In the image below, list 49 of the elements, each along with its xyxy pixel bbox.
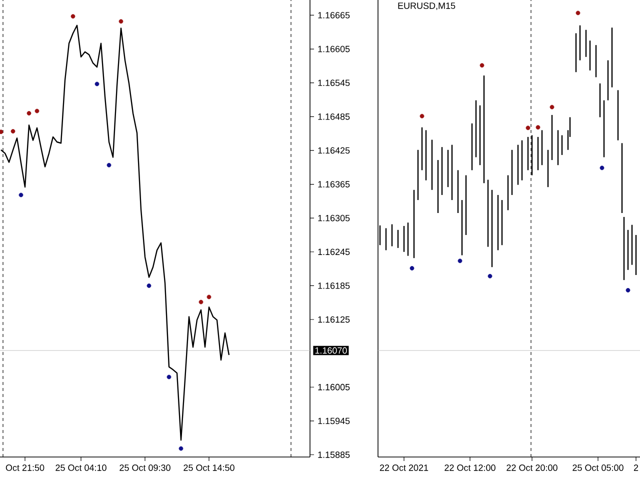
y-tick-label: 1.15945 (318, 418, 350, 424)
point (206, 294, 212, 300)
point (536, 125, 540, 130)
point (458, 258, 462, 264)
y-tick-label: 1.16545 (318, 80, 350, 86)
point (198, 300, 204, 304)
y-tick-label: 1.16305 (318, 214, 350, 222)
y-tick-label: 1.16185 (318, 282, 350, 289)
y-tick-label: 1.16365 (318, 181, 350, 188)
x-tick-label: 22 Oct 20:00 (506, 464, 558, 471)
x-tick-label: 2 (634, 464, 638, 471)
y-tick-label: 1.16425 (318, 147, 350, 154)
point (480, 63, 484, 68)
y-tick-label: 1.16665 (318, 12, 350, 18)
x-tick-label: 22 Oct 2021 (380, 464, 428, 471)
y-tick-label: 1.16485 (318, 113, 350, 120)
point (118, 19, 124, 24)
point (420, 114, 424, 118)
point (0, 130, 4, 134)
point (106, 162, 112, 168)
point (94, 82, 100, 86)
point (550, 104, 554, 110)
point (410, 266, 414, 270)
x-tick-label: 25 Oct 05:00 (572, 464, 624, 471)
point (626, 288, 630, 292)
x-tick-label: 25 Oct 14:50 (184, 464, 234, 471)
x-tick-label: 25 Oct 04:10 (56, 464, 106, 471)
point (576, 10, 580, 16)
x-tick-label: Oct 21:50 (6, 464, 44, 471)
x-tick-label: 22 Oct 12:00 (444, 464, 496, 471)
x-tick-label: 25 Oct 09:30 (120, 464, 170, 471)
y-tick-label: 1.16245 (318, 248, 350, 256)
y-tick-label: 1.16605 (318, 46, 350, 52)
point (526, 126, 530, 130)
point (166, 374, 172, 380)
point (18, 192, 24, 198)
y-tick-label: 1.15885 (318, 452, 350, 458)
point (26, 111, 32, 116)
point (70, 14, 76, 19)
point (34, 108, 40, 114)
y-tick-label: 1.16125 (318, 316, 350, 323)
point (178, 446, 184, 451)
point (600, 166, 604, 170)
y-tick-label: 1.16005 (318, 384, 350, 390)
point (146, 283, 152, 288)
point (10, 129, 16, 134)
point (488, 274, 492, 278)
chart-title: EURUSD,M15 (398, 2, 456, 10)
ref-line-label: 1.16070 (315, 347, 347, 354)
